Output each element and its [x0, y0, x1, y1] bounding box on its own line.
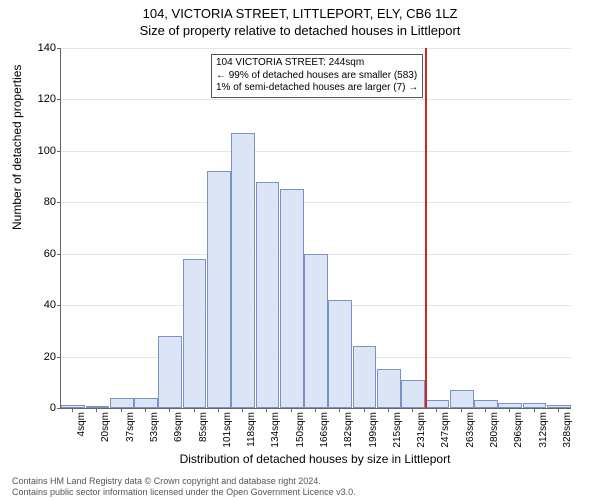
- plot-area: 104 VICTORIA STREET: 244sqm← 99% of deta…: [60, 48, 571, 409]
- ytick-mark: [57, 99, 61, 100]
- annotation-box: 104 VICTORIA STREET: 244sqm← 99% of deta…: [211, 54, 423, 98]
- x-axis-label: Distribution of detached houses by size …: [60, 452, 570, 466]
- xtick-mark: [291, 408, 292, 412]
- xtick-mark: [169, 408, 170, 412]
- xtick-mark: [194, 408, 195, 412]
- ytick-label: 120: [16, 93, 56, 105]
- xtick-mark: [509, 408, 510, 412]
- bar: [158, 336, 182, 408]
- bar: [328, 300, 352, 408]
- footer-line2: Contains public sector information licen…: [12, 487, 356, 498]
- ytick-mark: [57, 48, 61, 49]
- ytick-label: 80: [16, 196, 56, 208]
- bar: [401, 380, 425, 408]
- grid-line: [61, 151, 571, 152]
- xtick-mark: [145, 408, 146, 412]
- xtick-mark: [242, 408, 243, 412]
- bar: [207, 171, 231, 408]
- bar: [474, 400, 498, 408]
- page-title-line1: 104, VICTORIA STREET, LITTLEPORT, ELY, C…: [0, 0, 600, 21]
- bar: [426, 400, 450, 408]
- ytick-mark: [57, 151, 61, 152]
- bar: [183, 259, 207, 408]
- ytick-mark: [57, 357, 61, 358]
- xtick-mark: [364, 408, 365, 412]
- ytick-label: 0: [16, 402, 56, 414]
- footer: Contains HM Land Registry data © Crown c…: [12, 476, 356, 498]
- page-title-line2: Size of property relative to detached ho…: [0, 23, 600, 38]
- marker-line: [425, 48, 427, 408]
- xtick-mark: [412, 408, 413, 412]
- grid-line: [61, 99, 571, 100]
- bar: [110, 398, 134, 408]
- xtick-mark: [485, 408, 486, 412]
- bar: [256, 182, 280, 408]
- grid-line: [61, 48, 571, 49]
- ytick-mark: [57, 305, 61, 306]
- grid-line: [61, 202, 571, 203]
- ytick-label: 60: [16, 248, 56, 260]
- bar: [280, 189, 304, 408]
- bar: [450, 390, 474, 408]
- ytick-label: 20: [16, 351, 56, 363]
- xtick-mark: [218, 408, 219, 412]
- ytick-label: 40: [16, 299, 56, 311]
- ytick-mark: [57, 408, 61, 409]
- bar: [377, 369, 401, 408]
- ytick-mark: [57, 202, 61, 203]
- xtick-mark: [96, 408, 97, 412]
- xtick-mark: [339, 408, 340, 412]
- xtick-mark: [388, 408, 389, 412]
- xtick-mark: [534, 408, 535, 412]
- ytick-mark: [57, 254, 61, 255]
- bar: [231, 133, 255, 408]
- bar: [134, 398, 158, 408]
- annotation-line1: 104 VICTORIA STREET: 244sqm: [216, 57, 418, 70]
- bar: [304, 254, 328, 408]
- chart: 104 VICTORIA STREET: 244sqm← 99% of deta…: [60, 48, 570, 408]
- bar: [547, 405, 571, 408]
- xtick-mark: [121, 408, 122, 412]
- annotation-line2: ← 99% of detached houses are smaller (58…: [216, 70, 418, 83]
- xtick-mark: [558, 408, 559, 412]
- ytick-label: 100: [16, 145, 56, 157]
- ytick-label: 140: [16, 42, 56, 54]
- xtick-mark: [315, 408, 316, 412]
- bar: [353, 346, 377, 408]
- xtick-mark: [72, 408, 73, 412]
- footer-line1: Contains HM Land Registry data © Crown c…: [12, 476, 356, 487]
- annotation-line3: 1% of semi-detached houses are larger (7…: [216, 82, 418, 95]
- xtick-mark: [266, 408, 267, 412]
- xtick-mark: [436, 408, 437, 412]
- xtick-mark: [461, 408, 462, 412]
